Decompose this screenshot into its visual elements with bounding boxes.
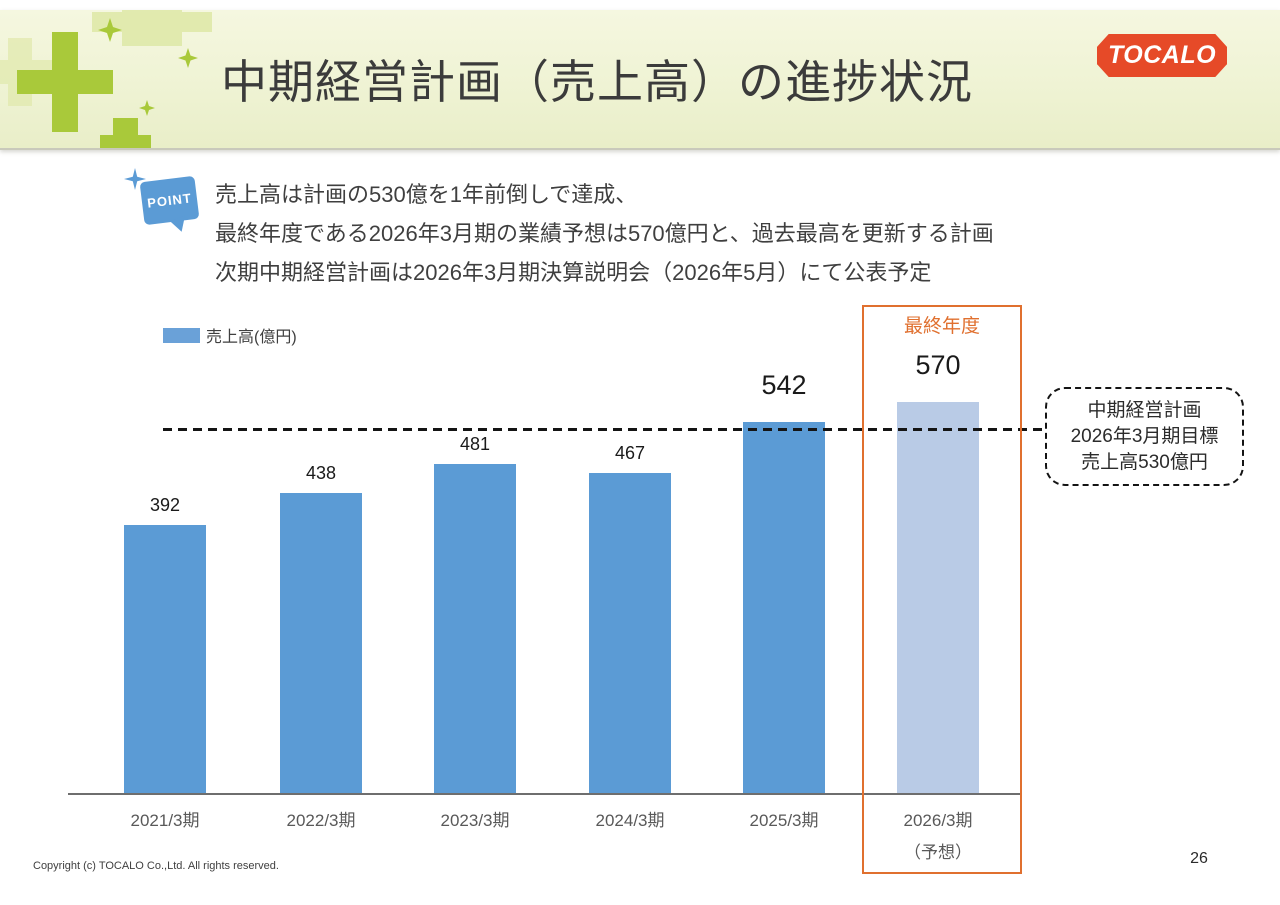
target-callout-line: 2026年3月期目標 <box>1070 425 1219 447</box>
page-number: 26 <box>1190 850 1208 867</box>
chart-legend: 売上高(億円) <box>163 323 297 347</box>
slide-header <box>0 10 1280 150</box>
x-axis-label: 2024/3期 <box>595 811 665 830</box>
tocalo-logo: TOCALO <box>1097 34 1227 77</box>
target-callout: 中期経営計画 2026年3月期目標 売上高530億円 <box>1045 387 1244 486</box>
bar <box>434 464 516 795</box>
bar <box>743 422 825 795</box>
final-year-label: 最終年度 <box>903 316 980 337</box>
bar-value-label: 570 <box>915 350 961 380</box>
x-axis-label: 2026/3期 <box>903 811 973 830</box>
point-line: 最終年度である2026年3月期の業績予想は570億円と、過去最高を更新する計画 <box>215 221 994 246</box>
bar-value-label: 392 <box>149 495 181 515</box>
target-callout-line: 中期経営計画 <box>1087 399 1202 421</box>
copyright-text: Copyright (c) TOCALO Co.,Ltd. All rights… <box>33 860 279 872</box>
tocalo-logo-text: TOCALO <box>1107 41 1217 69</box>
bar-value-label: 481 <box>459 434 491 454</box>
point-badge-label: POINT <box>146 190 193 211</box>
forecast-note: （予想） <box>904 843 972 862</box>
target-line <box>163 428 1045 431</box>
page-title: 中期経営計画（売上高）の進捗状況 <box>221 56 973 108</box>
point-line: 次期中期経営計画は2026年3月期決算説明会（2026年5月）にて公表予定 <box>215 260 932 285</box>
bar <box>897 402 979 795</box>
bar-value-label: 438 <box>305 463 337 483</box>
point-text: 売上高は計画の530億を1年前倒しで達成、 最終年度である2026年3月期の業績… <box>215 175 994 292</box>
x-axis-label: 2025/3期 <box>749 811 819 830</box>
bar <box>589 473 671 795</box>
x-axis-label: 2021/3期 <box>130 811 200 830</box>
point-badge: POINT <box>139 175 200 226</box>
bar <box>280 493 362 795</box>
bar-value-label: 467 <box>614 443 646 463</box>
x-axis-label: 2023/3期 <box>440 811 510 830</box>
bar <box>124 525 206 795</box>
bar-value-label: 542 <box>761 370 807 400</box>
x-axis-line <box>68 793 1022 795</box>
target-callout-line: 売上高530億円 <box>1081 451 1208 473</box>
x-axis-label: 2022/3期 <box>286 811 356 830</box>
legend-swatch <box>163 327 200 343</box>
legend-label: 売上高(億円) <box>206 329 297 346</box>
point-line: 売上高は計画の530億を1年前倒しで達成、 <box>215 182 638 207</box>
sparkle-icon <box>124 168 146 190</box>
